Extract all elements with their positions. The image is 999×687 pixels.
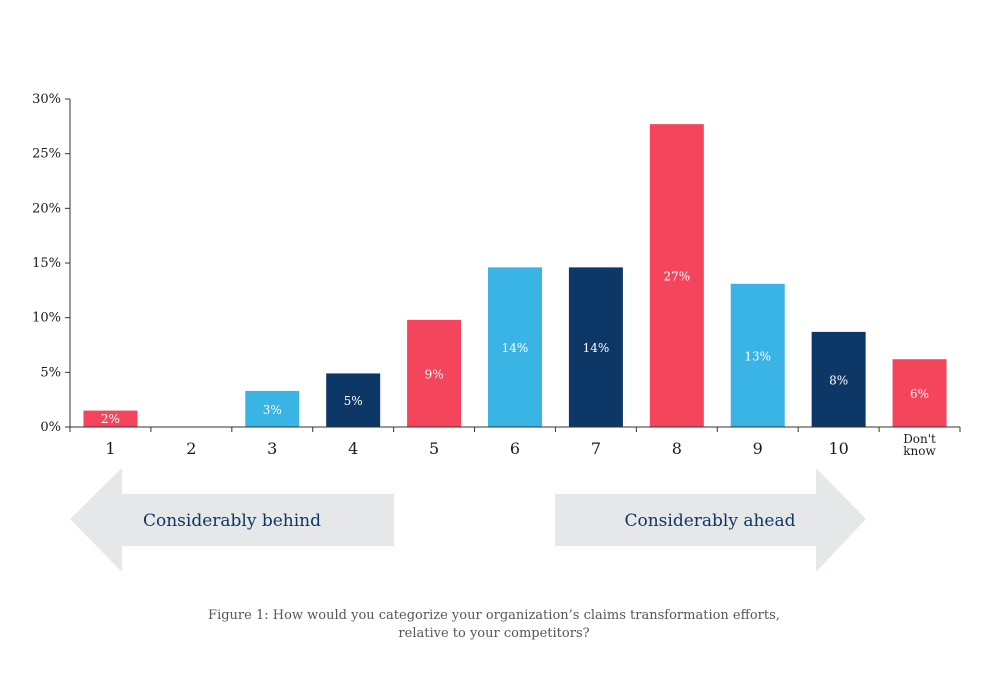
bar	[892, 359, 947, 427]
caption-line-1: Figure 1: How would you categorize your …	[208, 608, 780, 623]
bar-data-label: 8%	[829, 373, 848, 387]
bar-data-label: 14%	[583, 341, 610, 355]
x-axis: 1 2 3 4 5 6 7 8 9 10 Don't know	[69, 426, 961, 458]
bars: 2% 3% 5% 9% 14% 14% 27% 13% 8% 6%	[83, 124, 947, 427]
bar-data-label: 13%	[744, 349, 771, 363]
x-tick-label: 2	[186, 439, 196, 458]
y-tick-label: 5%	[40, 365, 61, 380]
left-arrow	[70, 468, 394, 572]
bar-data-label: 6%	[910, 387, 929, 401]
x-tick-label: 3	[267, 439, 277, 458]
y-tick-label: 30%	[32, 92, 61, 107]
bar	[730, 283, 785, 427]
x-tick-label: 8	[672, 439, 682, 458]
y-tick-label: 0%	[40, 420, 61, 435]
bar-data-label: 9%	[425, 367, 444, 381]
left-arrow-label: Considerably behind	[143, 511, 321, 531]
x-tick-label: 6	[510, 439, 520, 458]
bar-data-label: 3%	[263, 403, 282, 417]
x-tick-label: 7	[591, 439, 601, 458]
figure-caption: Figure 1: How would you categorize your …	[208, 608, 780, 641]
bar	[326, 373, 381, 427]
bar	[245, 390, 300, 427]
x-tick-label: 1	[105, 439, 115, 458]
bar	[407, 319, 462, 427]
bar	[83, 410, 138, 427]
x-tick-label: 4	[348, 439, 358, 458]
bar-data-label: 27%	[663, 270, 690, 284]
bar-data-label: 14%	[502, 341, 529, 355]
y-tick-label: 20%	[32, 201, 61, 216]
y-axis: 0% 5% 10% 15% 20% 25% 30%	[32, 92, 71, 435]
y-tick-label: 10%	[32, 311, 61, 326]
x-tick-label: 5	[429, 439, 439, 458]
y-tick-label: 25%	[32, 147, 61, 162]
x-tick-label: 10	[828, 439, 848, 458]
scale-arrow: Considerably behind Considerably ahead	[70, 468, 866, 572]
bar-data-label: 2%	[101, 412, 120, 426]
bar	[811, 331, 866, 427]
x-tick-label: 9	[753, 439, 763, 458]
right-arrow-label: Considerably ahead	[624, 511, 795, 531]
y-tick-label: 15%	[32, 256, 61, 271]
bar	[568, 267, 623, 427]
bar	[488, 267, 542, 427]
caption-line-2: relative to your competitors?	[398, 626, 589, 641]
x-tick-label: Don't know	[903, 432, 936, 458]
right-arrow	[555, 468, 866, 572]
bar-data-label: 5%	[344, 394, 363, 408]
bar	[649, 124, 704, 427]
